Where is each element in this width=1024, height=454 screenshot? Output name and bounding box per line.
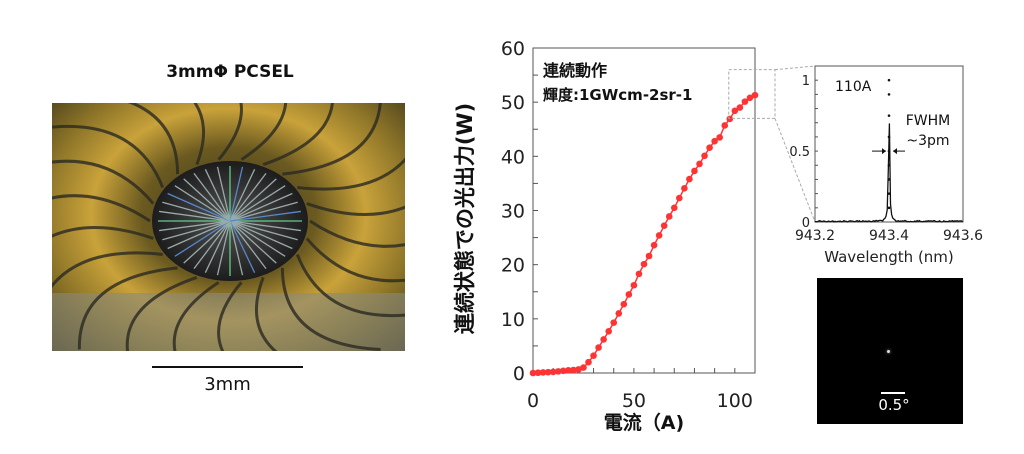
data-point — [666, 213, 673, 220]
inset-annotation-current: 110A — [835, 79, 872, 95]
data-point — [641, 261, 648, 268]
inset-x-tick-label: 943.6 — [943, 228, 983, 244]
data-point — [631, 282, 638, 289]
data-point — [610, 319, 617, 326]
data-point — [737, 104, 744, 111]
data-point — [696, 161, 703, 168]
y-tick-label: 0 — [513, 363, 525, 385]
spectrum-point — [888, 178, 891, 181]
inset-annotation-fwhm: FWHM — [906, 113, 951, 129]
x-tick-label: 0 — [527, 390, 539, 412]
data-point — [716, 134, 723, 141]
data-point — [646, 253, 653, 260]
data-point — [595, 344, 602, 351]
data-point — [626, 291, 633, 298]
x-axis-label: 電流（A) — [604, 411, 684, 434]
annotation-cw: 連続動作 — [543, 61, 607, 80]
data-point — [706, 144, 713, 151]
far-field-scale-label: 0.5° — [869, 396, 919, 414]
spectrum-point — [888, 79, 891, 82]
data-point — [590, 352, 597, 359]
y-tick-label: 50 — [501, 92, 525, 114]
data-point — [615, 310, 622, 317]
data-point — [676, 195, 683, 202]
data-point — [621, 301, 628, 308]
inset-x-tick-label: 943.4 — [869, 228, 909, 244]
data-point — [752, 92, 759, 99]
data-point — [605, 328, 612, 335]
spectrum-point — [888, 114, 891, 117]
data-point — [721, 122, 728, 129]
x-tick-label: 50 — [622, 390, 646, 412]
spectrum-point — [888, 93, 891, 96]
x-tick-label: 100 — [717, 390, 753, 412]
far-field-scale-bar — [881, 392, 905, 394]
data-point — [691, 168, 698, 175]
spectrum-point — [888, 150, 891, 153]
data-point — [701, 152, 708, 159]
far-field-pattern: 0.5° — [817, 278, 963, 424]
spectrum-point — [888, 136, 891, 139]
data-point — [726, 116, 733, 123]
data-point — [580, 364, 587, 371]
y-tick-label: 40 — [501, 146, 525, 168]
annotation-brightness: 輝度:1GWcm-2sr-1 — [543, 86, 692, 104]
inset-y-tick-label: 0.5 — [789, 145, 810, 160]
data-point — [686, 176, 693, 183]
zoom-connector — [775, 66, 815, 70]
data-point — [651, 242, 658, 249]
y-tick-label: 20 — [501, 255, 525, 277]
inset-y-tick-label: 1 — [802, 74, 810, 89]
data-point — [671, 204, 678, 211]
inset-x-tick-label: 943.2 — [795, 228, 835, 244]
zoom-connector — [775, 118, 815, 222]
data-point — [681, 185, 688, 192]
y-tick-label: 60 — [501, 38, 525, 60]
inset-annotation-fwhm-value: ~3pm — [906, 133, 949, 149]
data-point — [600, 336, 607, 343]
inset-x-axis-label: Wavelength (nm) — [824, 248, 954, 266]
spectrum-point — [888, 164, 891, 167]
y-tick-label: 10 — [501, 309, 525, 331]
spectrum-point — [888, 207, 891, 210]
data-point — [661, 222, 668, 229]
y-tick-label: 30 — [501, 201, 525, 223]
spectrum-point — [888, 192, 891, 195]
data-point — [585, 359, 592, 366]
data-point — [656, 232, 663, 239]
far-field-spot — [887, 350, 890, 353]
data-point — [636, 271, 643, 278]
y-axis-label: 連続状態での光出力(W) — [453, 103, 477, 334]
